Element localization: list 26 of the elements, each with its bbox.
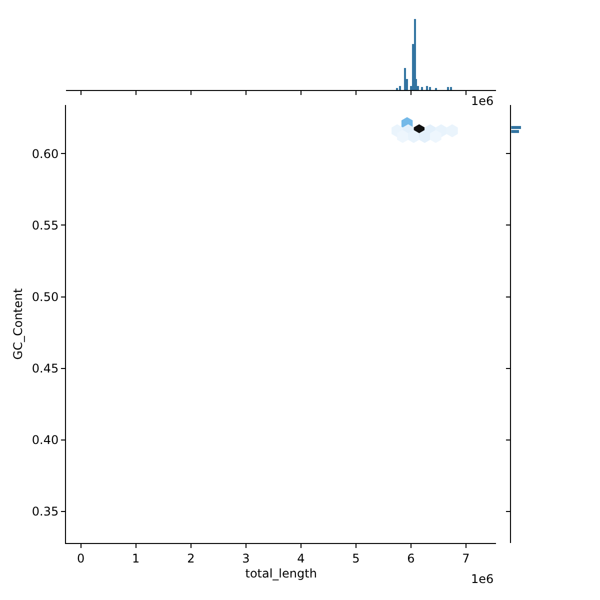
bar <box>450 87 452 90</box>
bar <box>399 86 401 90</box>
y-tick-label: 0.45 <box>32 362 59 376</box>
bar <box>414 19 416 90</box>
y-tick-label: 0.50 <box>32 290 59 304</box>
x-tick-label: 3 <box>242 551 250 566</box>
x-tick-label: 2 <box>187 551 195 566</box>
y-axis-title: GC_Content <box>11 288 26 360</box>
text: 1e6 <box>471 572 494 586</box>
x-tick-label: 0 <box>77 551 85 566</box>
bar <box>429 87 431 90</box>
y-tick-label: 0.40 <box>32 433 59 448</box>
annotation: 1e6 <box>471 94 494 108</box>
x-tick-label: 5 <box>352 551 360 566</box>
bar <box>426 86 428 90</box>
x-tick-label: 6 <box>407 551 415 566</box>
bar <box>421 87 423 90</box>
x-tick-label: 1 <box>132 551 140 566</box>
x-tick-label: 7 <box>462 551 470 566</box>
y-tick-label: 0.55 <box>32 218 59 232</box>
y-tick-label: 0.60 <box>32 146 59 161</box>
x-tick-label: 4 <box>297 551 305 566</box>
y-tick-label: 0.35 <box>32 504 59 519</box>
x-axis-title: total_length <box>245 566 317 580</box>
bar <box>404 68 406 90</box>
bar <box>447 87 449 90</box>
